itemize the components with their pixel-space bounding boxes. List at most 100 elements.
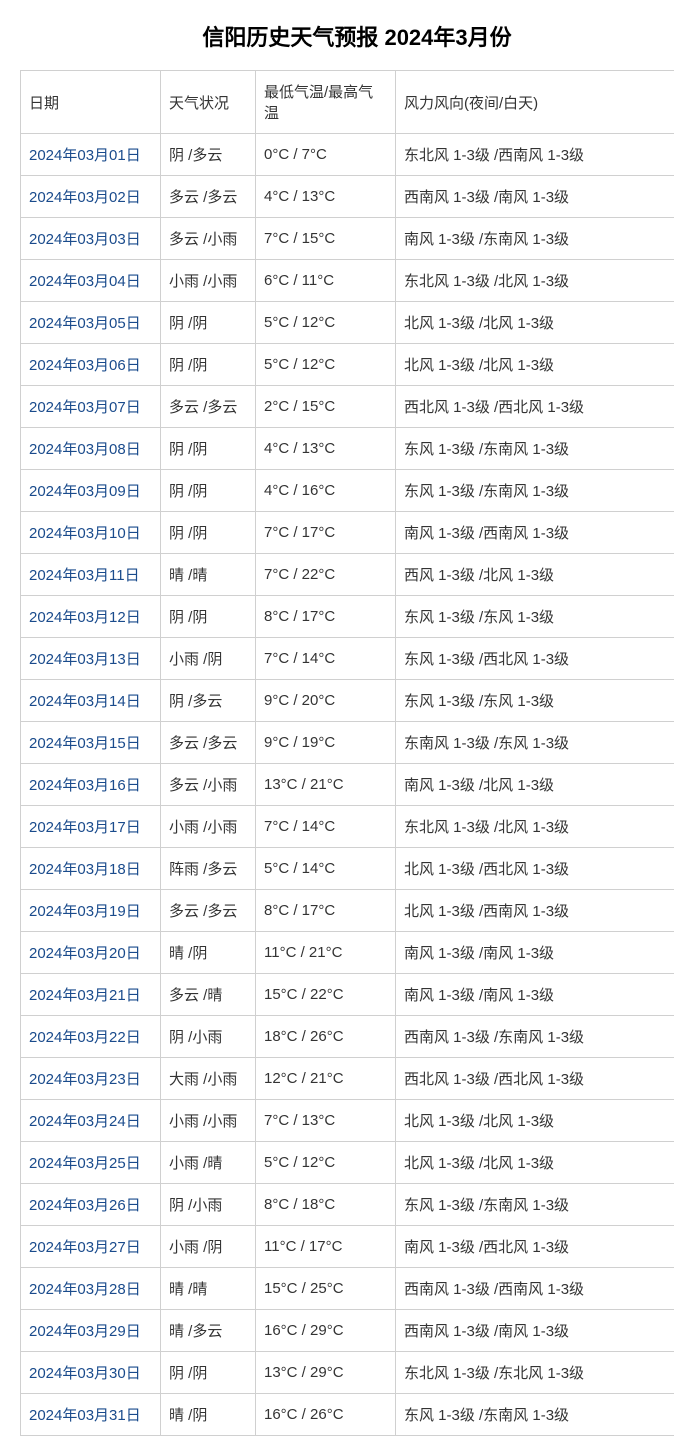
wind-cell: 西南风 1-3级 /南风 1-3级 <box>396 176 674 218</box>
temp-cell: 7°C / 15°C <box>256 218 396 260</box>
wind-cell: 北风 1-3级 /西南风 1-3级 <box>396 890 674 932</box>
date-link[interactable]: 2024年03月03日 <box>29 231 141 248</box>
date-link[interactable]: 2024年03月30日 <box>29 1365 141 1382</box>
wind-cell: 西风 1-3级 /北风 1-3级 <box>396 554 674 596</box>
date-link[interactable]: 2024年03月16日 <box>29 777 141 794</box>
weather-cell: 晴 /多云 <box>161 1310 256 1352</box>
date-link[interactable]: 2024年03月25日 <box>29 1155 141 1172</box>
date-link[interactable]: 2024年03月27日 <box>29 1239 141 1256</box>
date-link[interactable]: 2024年03月08日 <box>29 441 141 458</box>
weather-cell: 阵雨 /多云 <box>161 848 256 890</box>
temp-cell: 15°C / 25°C <box>256 1268 396 1310</box>
wind-cell: 南风 1-3级 /南风 1-3级 <box>396 932 674 974</box>
table-row: 2024年03月18日阵雨 /多云5°C / 14°C北风 1-3级 /西北风 … <box>21 848 674 890</box>
weather-cell: 晴 /阴 <box>161 1394 256 1436</box>
wind-cell: 西北风 1-3级 /西北风 1-3级 <box>396 386 674 428</box>
date-link[interactable]: 2024年03月06日 <box>29 357 141 374</box>
table-row: 2024年03月19日多云 /多云8°C / 17°C北风 1-3级 /西南风 … <box>21 890 674 932</box>
table-header-row: 日期 天气状况 最低气温/最高气温 风力风向(夜间/白天) <box>21 71 674 134</box>
date-link[interactable]: 2024年03月15日 <box>29 735 141 752</box>
weather-cell: 阴 /阴 <box>161 302 256 344</box>
date-link[interactable]: 2024年03月07日 <box>29 399 141 416</box>
table-row: 2024年03月15日多云 /多云9°C / 19°C东南风 1-3级 /东风 … <box>21 722 674 764</box>
temp-cell: 5°C / 12°C <box>256 344 396 386</box>
weather-cell: 小雨 /小雨 <box>161 806 256 848</box>
date-link[interactable]: 2024年03月09日 <box>29 483 141 500</box>
date-link[interactable]: 2024年03月05日 <box>29 315 141 332</box>
wind-cell: 北风 1-3级 /北风 1-3级 <box>396 1100 674 1142</box>
wind-cell: 北风 1-3级 /北风 1-3级 <box>396 1142 674 1184</box>
date-link[interactable]: 2024年03月02日 <box>29 189 141 206</box>
temp-cell: 13°C / 21°C <box>256 764 396 806</box>
weather-cell: 大雨 /小雨 <box>161 1058 256 1100</box>
date-link[interactable]: 2024年03月31日 <box>29 1407 141 1424</box>
weather-cell: 晴 /晴 <box>161 554 256 596</box>
temp-cell: 12°C / 21°C <box>256 1058 396 1100</box>
weather-cell: 阴 /阴 <box>161 428 256 470</box>
date-link[interactable]: 2024年03月26日 <box>29 1197 141 1214</box>
date-link[interactable]: 2024年03月14日 <box>29 693 141 710</box>
weather-cell: 阴 /阴 <box>161 596 256 638</box>
table-row: 2024年03月01日阴 /多云0°C / 7°C东北风 1-3级 /西南风 1… <box>21 134 674 176</box>
date-link[interactable]: 2024年03月18日 <box>29 861 141 878</box>
wind-cell: 东北风 1-3级 /西南风 1-3级 <box>396 134 674 176</box>
weather-cell: 阴 /多云 <box>161 134 256 176</box>
weather-cell: 小雨 /小雨 <box>161 1100 256 1142</box>
date-link[interactable]: 2024年03月28日 <box>29 1281 141 1298</box>
date-link[interactable]: 2024年03月23日 <box>29 1071 141 1088</box>
wind-cell: 东北风 1-3级 /北风 1-3级 <box>396 806 674 848</box>
temp-cell: 4°C / 16°C <box>256 470 396 512</box>
temp-cell: 5°C / 14°C <box>256 848 396 890</box>
weather-cell: 小雨 /小雨 <box>161 260 256 302</box>
wind-cell: 东风 1-3级 /东南风 1-3级 <box>396 428 674 470</box>
temp-cell: 7°C / 13°C <box>256 1100 396 1142</box>
table-row: 2024年03月17日小雨 /小雨7°C / 14°C东北风 1-3级 /北风 … <box>21 806 674 848</box>
date-link[interactable]: 2024年03月04日 <box>29 273 141 290</box>
weather-history-container: 信阳历史天气预报 2024年3月份 日期 天气状况 最低气温/最高气温 风力风向… <box>20 20 674 1436</box>
weather-cell: 小雨 /阴 <box>161 638 256 680</box>
date-link[interactable]: 2024年03月20日 <box>29 945 141 962</box>
weather-cell: 多云 /小雨 <box>161 764 256 806</box>
date-link[interactable]: 2024年03月24日 <box>29 1113 141 1130</box>
date-link[interactable]: 2024年03月12日 <box>29 609 141 626</box>
table-row: 2024年03月24日 小雨 /小雨7°C / 13°C北风 1-3级 /北风 1… <box>21 1100 674 1142</box>
weather-cell: 阴 /阴 <box>161 1352 256 1394</box>
temp-cell: 2°C / 15°C <box>256 386 396 428</box>
weather-cell: 阴 /小雨 <box>161 1184 256 1226</box>
table-row: 2024年03月16日多云 /小雨13°C / 21°C南风 1-3级 /北风 … <box>21 764 674 806</box>
weather-cell: 阴 /小雨 <box>161 1016 256 1058</box>
date-link[interactable]: 2024年03月01日 <box>29 147 141 164</box>
temp-cell: 4°C / 13°C <box>256 428 396 470</box>
temp-cell: 7°C / 17°C <box>256 512 396 554</box>
table-row: 2024年03月28日晴 /晴15°C / 25°C西南风 1-3级 /西南风 … <box>21 1268 674 1310</box>
date-link[interactable]: 2024年03月11日 <box>29 567 140 584</box>
temp-cell: 18°C / 26°C <box>256 1016 396 1058</box>
date-link[interactable]: 2024年03月13日 <box>29 651 141 668</box>
wind-cell: 南风 1-3级 /东南风 1-3级 <box>396 218 674 260</box>
temp-cell: 9°C / 19°C <box>256 722 396 764</box>
page-title: 信阳历史天气预报 2024年3月份 <box>20 20 674 52</box>
table-row: 2024年03月29日晴 /多云16°C / 29°C西南风 1-3级 /南风 … <box>21 1310 674 1352</box>
temp-cell: 8°C / 17°C <box>256 890 396 932</box>
weather-cell: 阴 /阴 <box>161 470 256 512</box>
table-body: 2024年03月01日阴 /多云0°C / 7°C东北风 1-3级 /西南风 1… <box>21 134 674 1436</box>
table-row: 2024年03月14日阴 /多云9°C / 20°C东风 1-3级 /东风 1-… <box>21 680 674 722</box>
date-link[interactable]: 2024年03月19日 <box>29 903 141 920</box>
weather-cell: 多云 /晴 <box>161 974 256 1016</box>
temp-cell: 7°C / 22°C <box>256 554 396 596</box>
temp-cell: 8°C / 18°C <box>256 1184 396 1226</box>
weather-cell: 小雨 /晴 <box>161 1142 256 1184</box>
weather-cell: 阴 /阴 <box>161 344 256 386</box>
wind-cell: 东风 1-3级 /东风 1-3级 <box>396 680 674 722</box>
wind-cell: 东风 1-3级 /西北风 1-3级 <box>396 638 674 680</box>
date-link[interactable]: 2024年03月21日 <box>29 987 141 1004</box>
date-link[interactable]: 2024年03月29日 <box>29 1323 141 1340</box>
table-row: 2024年03月13日小雨 /阴7°C / 14°C东风 1-3级 /西北风 1… <box>21 638 674 680</box>
date-link[interactable]: 2024年03月22日 <box>29 1029 141 1046</box>
temp-cell: 11°C / 17°C <box>256 1226 396 1268</box>
table-row: 2024年03月23日大雨 /小雨12°C / 21°C西北风 1-3级 /西北… <box>21 1058 674 1100</box>
date-link[interactable]: 2024年03月17日 <box>29 819 141 836</box>
date-link[interactable]: 2024年03月10日 <box>29 525 141 542</box>
table-row: 2024年03月02日多云 /多云4°C / 13°C西南风 1-3级 /南风 … <box>21 176 674 218</box>
table-row: 2024年03月05日阴 /阴5°C / 12°C北风 1-3级 /北风 1-3… <box>21 302 674 344</box>
